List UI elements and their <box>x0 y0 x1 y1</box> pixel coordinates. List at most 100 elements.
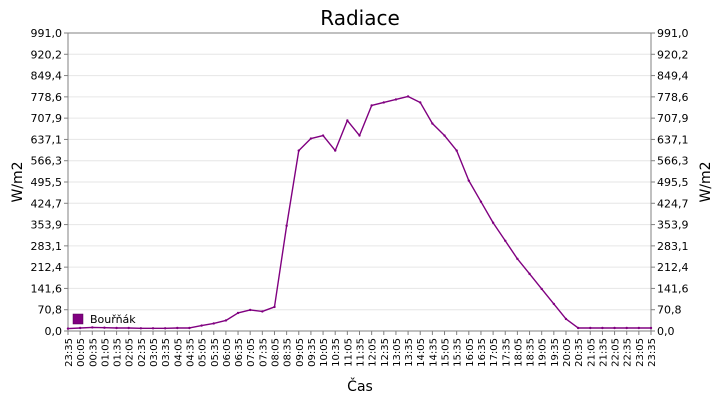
data-point <box>163 327 167 330</box>
data-point <box>66 327 70 330</box>
x-tick-label: 07:05 <box>246 338 257 367</box>
data-point <box>115 326 118 330</box>
y-tick-label-right: 283,1 <box>657 240 689 253</box>
x-tick-label: 11:35 <box>356 338 367 367</box>
y-tick-label-right: 707,9 <box>657 112 689 125</box>
y-tick-label-left: 707,9 <box>31 112 63 125</box>
data-point <box>103 326 106 329</box>
x-axis: 23:35 00:05 00:35 01:05 01:35 02:05 02:35 03:05… <box>64 331 658 367</box>
y-tick-label-right: 849,4 <box>657 70 689 83</box>
y-tick-label-right: 991,0 <box>657 27 689 40</box>
x-tick-label: 03:05 <box>149 338 160 367</box>
data-point <box>576 326 580 330</box>
data-point <box>589 326 592 330</box>
x-tick-label: 21:05 <box>586 338 597 367</box>
x-tick-label: 14:35 <box>428 338 439 367</box>
x-tick-label: 01:05 <box>100 338 111 367</box>
x-tick-label: 18:05 <box>513 338 524 367</box>
y-tick-label-left: 283,1 <box>31 240 63 253</box>
data-point <box>479 200 483 203</box>
data-point <box>370 104 373 107</box>
x-tick-label: 20:05 <box>562 338 573 367</box>
y-tick-label-right: 920,2 <box>657 48 689 61</box>
data-point <box>334 149 337 152</box>
x-tick-label: 02:05 <box>125 338 136 367</box>
y-tick-label-left: 353,9 <box>31 219 63 232</box>
x-tick-label: 09:35 <box>307 338 318 367</box>
y-tick-label-right: 566,3 <box>657 155 689 168</box>
y-tick-label-left: 566,3 <box>31 155 63 168</box>
y-tick-label-right: 353,9 <box>657 219 689 232</box>
x-tick-label: 19:05 <box>538 338 549 367</box>
x-tick-label: 11:05 <box>343 338 354 367</box>
x-tick-label: 16:05 <box>465 338 476 367</box>
x-tick-label: 12:05 <box>368 338 379 367</box>
data-point <box>491 221 495 224</box>
data-point <box>601 326 604 330</box>
data-point <box>625 326 628 330</box>
series-layer <box>66 95 653 330</box>
x-tick-label: 04:05 <box>173 338 184 367</box>
data-point <box>297 149 300 152</box>
data-point <box>649 326 653 330</box>
data-point <box>78 326 82 330</box>
x-tick-label: 21:35 <box>598 338 609 367</box>
data-point <box>285 224 288 227</box>
x-tick-label: 15:05 <box>441 338 452 367</box>
data-point <box>431 122 434 125</box>
data-point <box>455 149 458 152</box>
x-tick-label: 23:05 <box>635 338 646 367</box>
y-tick-label-left: 141,6 <box>31 282 63 295</box>
data-point <box>127 326 130 330</box>
x-tick-label: 17:05 <box>489 338 500 367</box>
data-point <box>224 319 228 322</box>
x-tick-label: 22:35 <box>623 338 634 367</box>
y-axis-label-left: W/m2 <box>10 161 26 202</box>
data-point <box>248 308 252 312</box>
data-point <box>176 326 179 330</box>
y-tick-label-left: 0,0 <box>45 325 63 338</box>
x-tick-label: 14:05 <box>416 338 427 367</box>
legend: Bouřňák <box>72 313 136 326</box>
y-tick-label-right: 495,5 <box>657 176 689 189</box>
y-tick-label-left: 424,7 <box>31 197 63 210</box>
y-tick-label-left: 849,4 <box>31 70 63 83</box>
data-point <box>528 272 531 276</box>
x-tick-label: 16:35 <box>477 338 488 367</box>
x-tick-label: 08:35 <box>283 338 294 367</box>
y-tick-label-left: 212,4 <box>31 261 63 274</box>
x-tick-label: 06:35 <box>234 338 245 367</box>
x-tick-label: 22:05 <box>611 338 622 367</box>
data-point <box>540 287 543 291</box>
data-point <box>200 324 203 327</box>
data-point <box>613 326 616 330</box>
y-tick-label-left: 920,2 <box>31 48 63 61</box>
x-tick-label: 04:35 <box>185 338 196 367</box>
data-point <box>516 257 519 261</box>
data-point <box>212 322 215 325</box>
x-tick-label: 17:35 <box>501 338 512 367</box>
x-axis-label: Čas <box>347 377 373 395</box>
y-tick-label-right: 141,6 <box>657 282 689 295</box>
data-point <box>236 311 240 315</box>
data-point <box>261 310 264 313</box>
y-tick-label-left: 637,1 <box>31 133 63 146</box>
y-tick-label-left: 778,6 <box>31 91 63 104</box>
data-point <box>346 119 349 122</box>
y-tick-label-right: 424,7 <box>657 197 689 210</box>
data-point <box>467 179 471 182</box>
data-point <box>321 134 325 137</box>
x-tick-label: 07:35 <box>258 338 269 367</box>
x-tick-label: 20:35 <box>574 338 585 367</box>
x-tick-label: 08:05 <box>270 338 281 367</box>
x-tick-label: 13:35 <box>404 338 415 367</box>
data-point <box>394 98 398 101</box>
y-tick-label-right: 637,1 <box>657 133 689 146</box>
data-point <box>552 302 556 306</box>
data-point <box>637 326 641 330</box>
x-tick-label: 03:35 <box>161 338 172 367</box>
x-tick-label: 00:35 <box>88 338 99 367</box>
data-point <box>406 95 410 98</box>
data-point <box>419 101 422 104</box>
data-point <box>91 326 94 329</box>
